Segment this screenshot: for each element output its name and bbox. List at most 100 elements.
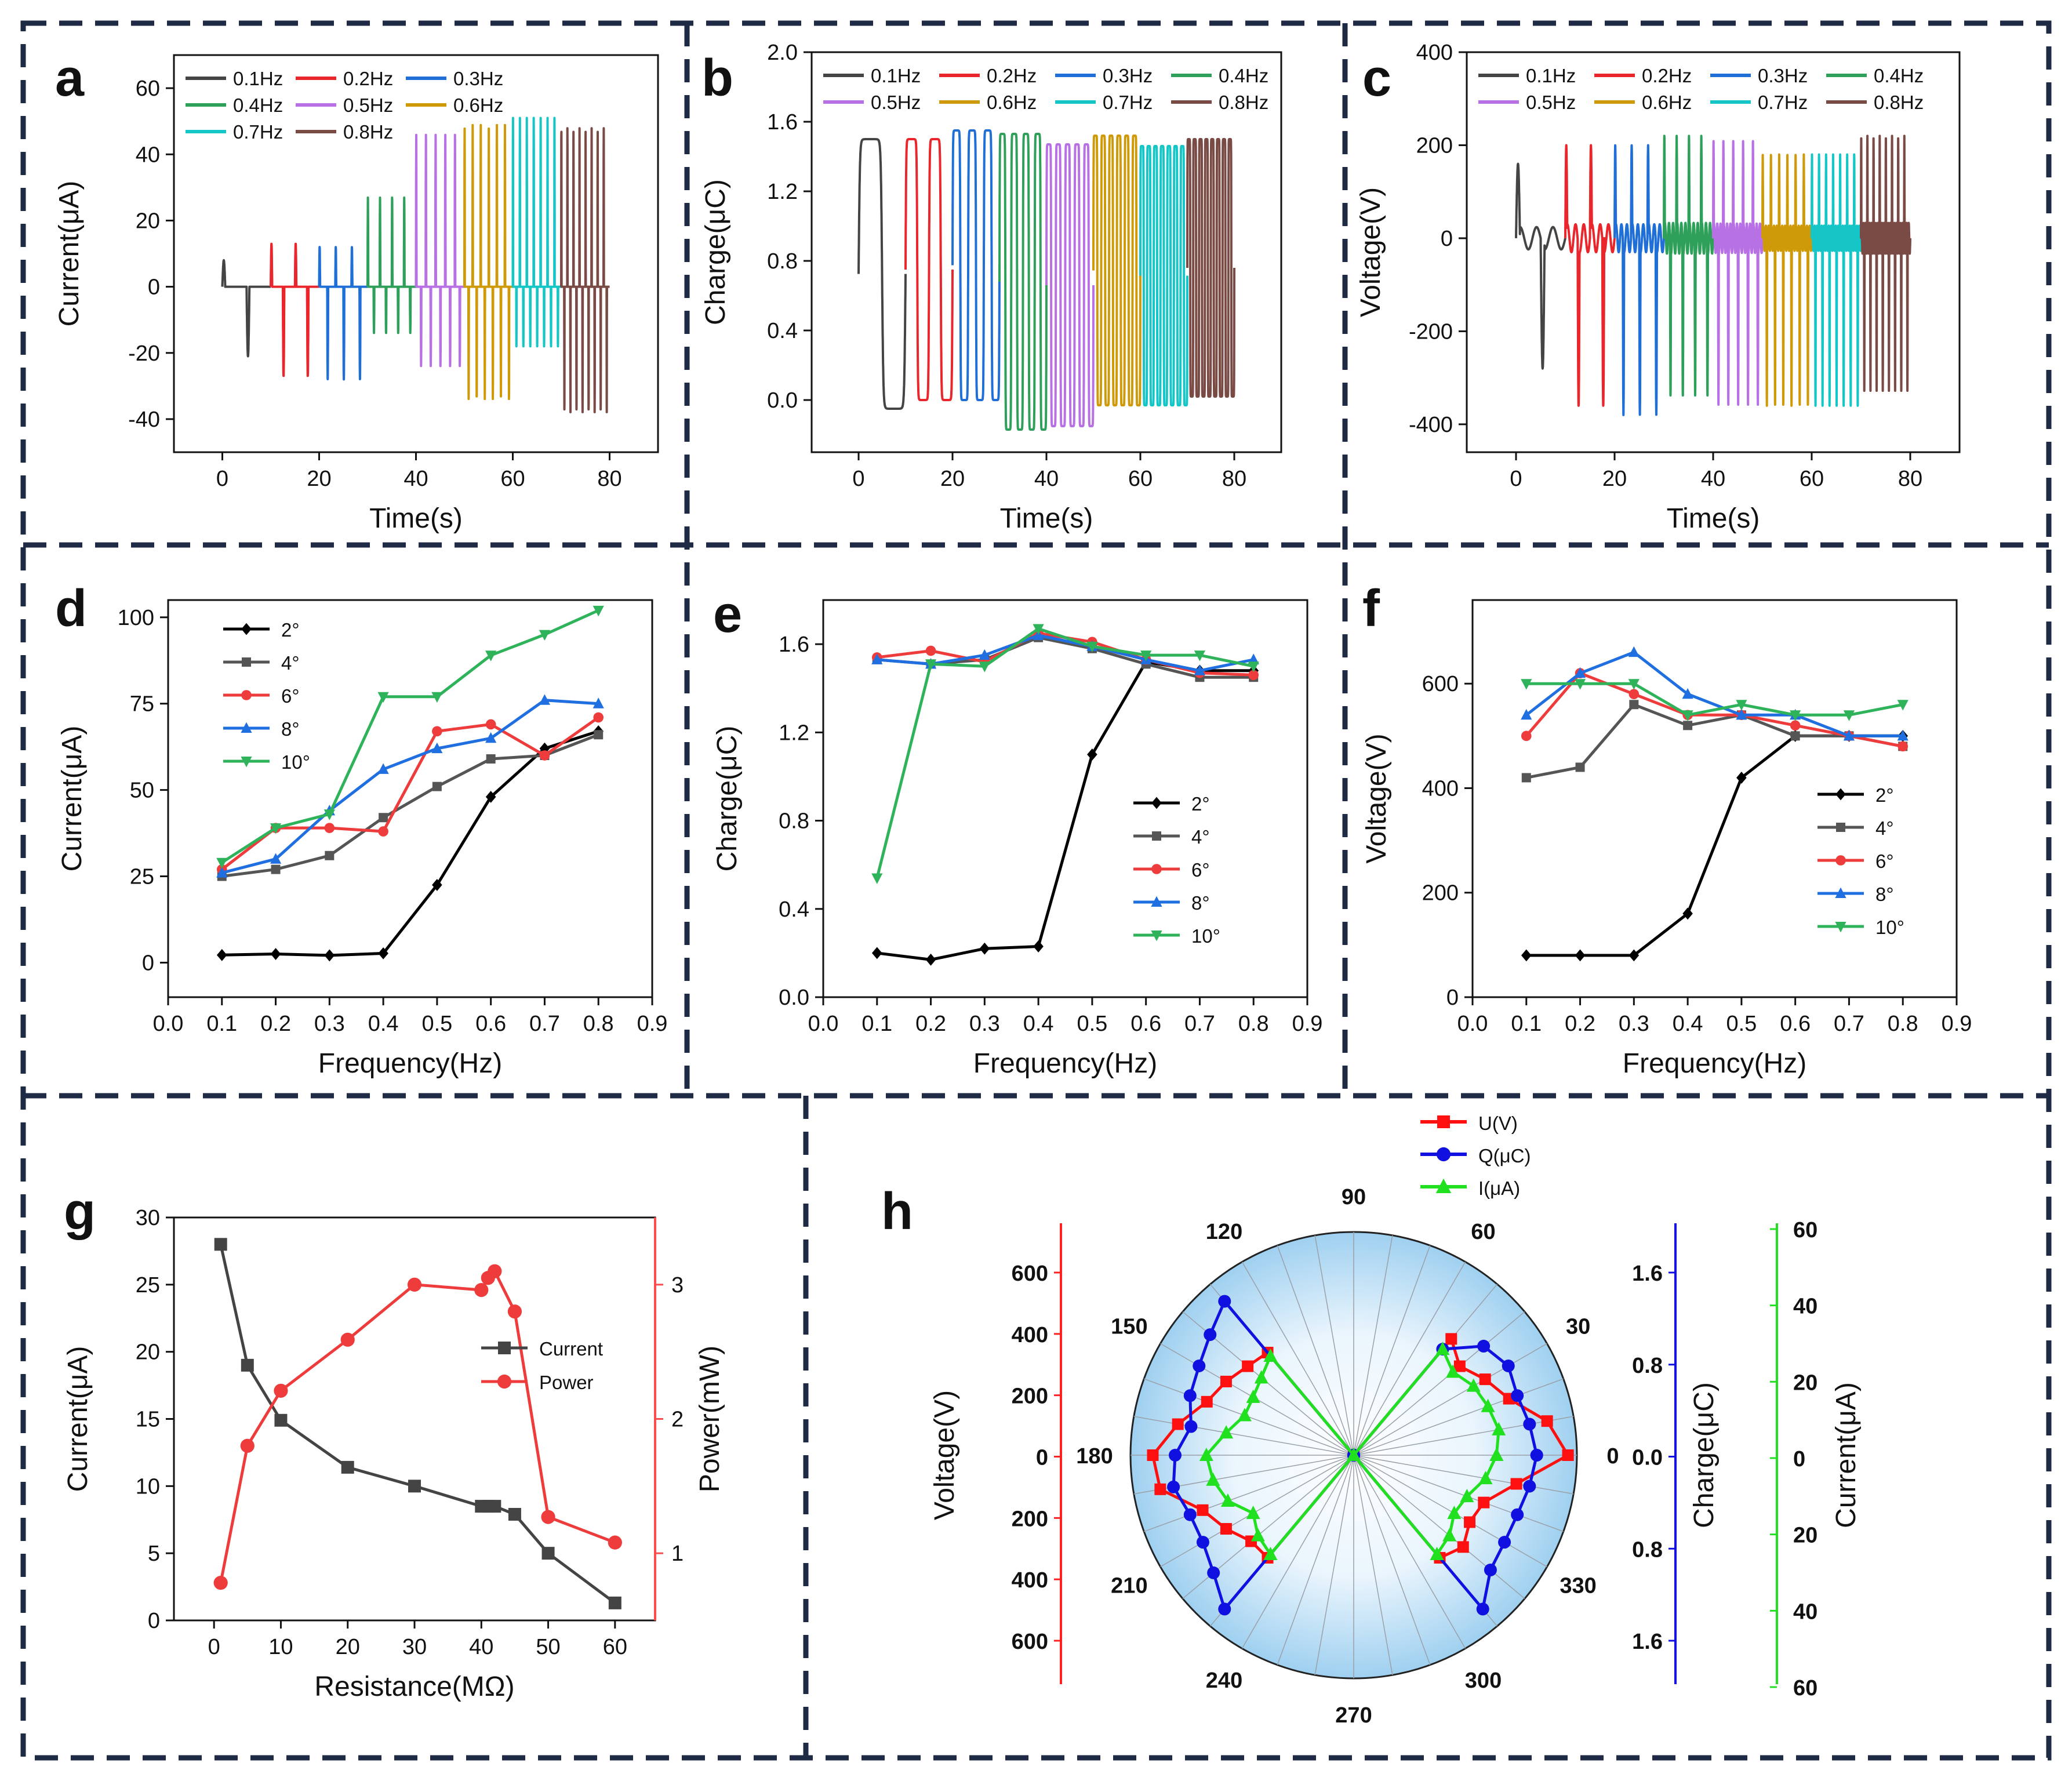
x-tick-label: 20 — [307, 467, 331, 491]
series-line-0.2Hz — [904, 138, 954, 401]
y-tick-label: 0 — [148, 275, 160, 300]
legend-label: 2° — [1875, 784, 1894, 806]
data-point — [271, 864, 281, 874]
x-tick-label: 10 — [268, 1635, 293, 1659]
data-point — [341, 1460, 354, 1474]
legend-label: 0.4Hz — [1219, 65, 1268, 86]
series-line-0.3Hz — [1613, 144, 1665, 416]
polar-point — [1530, 1449, 1543, 1462]
legend-marker — [242, 657, 251, 667]
data-point — [1628, 949, 1640, 962]
legend-label: 0.3Hz — [1758, 65, 1808, 86]
polar-point — [1446, 1364, 1460, 1378]
current-tick-label: 40 — [1793, 1295, 1817, 1319]
legend-label: 0.1Hz — [871, 65, 921, 86]
y-tick-label: 0.0 — [779, 986, 809, 1010]
data-point — [274, 1383, 288, 1398]
x-tick-label: 30 — [402, 1635, 427, 1659]
y-tick-label: 200 — [1422, 881, 1459, 906]
panel-letter-c: c — [1362, 49, 1391, 107]
x-tick-label: 0 — [1510, 467, 1522, 491]
legend-marker — [241, 757, 252, 768]
x-tick-label: 0 — [852, 467, 864, 491]
chart-panel-g: 0 10 20 30 40 50 60 0 5 10 15 20 25 30 Resistance(MΩ) C… — [63, 1206, 725, 1702]
legend-label: 0.2Hz — [987, 65, 1037, 86]
legend-label: 8° — [1191, 892, 1210, 914]
series-line-4° — [1526, 703, 1903, 779]
x-axis-title: Frequency(Hz) — [318, 1048, 502, 1079]
data-point — [1682, 688, 1693, 699]
legend-marker — [1151, 797, 1162, 809]
polar-point — [1510, 1478, 1522, 1490]
data-point — [1248, 653, 1259, 664]
polar-point — [1251, 1528, 1265, 1542]
legend-label: 0.8Hz — [343, 121, 393, 143]
data-point — [240, 1438, 255, 1453]
data-point — [486, 754, 496, 764]
data-point — [241, 1358, 254, 1372]
series-line-0.6Hz — [1761, 153, 1813, 407]
legend-marker — [1152, 831, 1161, 841]
polar-point — [1220, 1493, 1235, 1507]
polar-point — [1199, 1448, 1213, 1461]
axes-frame — [1471, 599, 1958, 998]
current-tick-label: 0 — [1793, 1447, 1805, 1471]
y-tick-label: -20 — [128, 341, 160, 366]
x-tick-label: 40 — [469, 1635, 493, 1659]
voltage-tick-label: 0 — [1036, 1446, 1048, 1470]
series-line-0.2Hz — [270, 242, 321, 377]
x-tick-label: 0.8 — [1888, 1012, 1918, 1036]
polar-point — [1183, 1389, 1197, 1402]
charge-tick-label: 1.6 — [1632, 1262, 1663, 1286]
x-axis-title: Time(s) — [1000, 503, 1093, 534]
charge-tick-label: 0.8 — [1632, 1354, 1663, 1378]
legend-label: 0.2Hz — [343, 68, 393, 89]
chart-panel-f: 0.0 0.1 0.2 0.3 0.4 0.5 0.6 0.7 0.8 0.9 0 200 400 600… — [1361, 599, 1972, 1079]
legend-marker — [1835, 887, 1846, 898]
legend-marker — [241, 623, 252, 635]
legend-marker — [1151, 931, 1162, 942]
y-tick-label: 100 — [118, 606, 154, 630]
outer-border — [20, 20, 2052, 1761]
y-tick-label: 10 — [136, 1474, 160, 1499]
data-point — [541, 1547, 555, 1560]
y-tick-label: 0.8 — [779, 809, 809, 834]
data-point — [925, 659, 937, 670]
data-point — [379, 813, 388, 823]
y-tick-label: 2.0 — [767, 41, 798, 65]
polar-point — [1220, 1523, 1232, 1535]
data-point — [214, 1238, 227, 1251]
y-axis-title: Current(μA) — [54, 181, 85, 327]
charge-tick-label: 0.0 — [1632, 1446, 1663, 1470]
legend-label: 0.7Hz — [233, 121, 283, 143]
polar-gridline — [1160, 1455, 1354, 1568]
series-line-0.2Hz — [1564, 144, 1616, 407]
chart-panel-d: 0.0 0.1 0.2 0.3 0.4 0.5 0.6 0.7 0.8 0.9 0 25 50 75 100… — [57, 599, 667, 1079]
right-tick-label: 2 — [671, 1408, 684, 1432]
x-tick-label: 0 — [208, 1635, 220, 1659]
polar-point — [1218, 1602, 1231, 1616]
data-point — [485, 719, 496, 730]
y-tick-label: 25 — [130, 865, 154, 889]
y-tick-label: 400 — [1416, 41, 1453, 65]
x-tick-label: 0.0 — [808, 1012, 839, 1036]
polar-point — [1263, 1348, 1278, 1362]
series-line-0.7Hz — [1139, 145, 1188, 406]
polar-gridline — [1314, 1235, 1354, 1456]
data-point — [1086, 641, 1098, 653]
legend-label: 2° — [281, 619, 300, 641]
x-tick-label: 0.2 — [260, 1012, 291, 1036]
y-tick-label: 0 — [148, 1609, 160, 1633]
y-tick-label: 1.2 — [767, 180, 798, 204]
data-point — [431, 692, 443, 703]
y-axis-title: Current(μA) — [63, 1346, 93, 1492]
data-point — [593, 712, 604, 723]
panel-borders — [20, 20, 2052, 1761]
data-point — [1575, 949, 1586, 962]
y-axis-title: Voltage(V) — [1361, 733, 1392, 863]
polar-point — [1476, 1602, 1489, 1616]
legend-marker — [1436, 1147, 1451, 1162]
legend-label: 0.3Hz — [1103, 65, 1153, 86]
data-point — [1682, 710, 1693, 721]
